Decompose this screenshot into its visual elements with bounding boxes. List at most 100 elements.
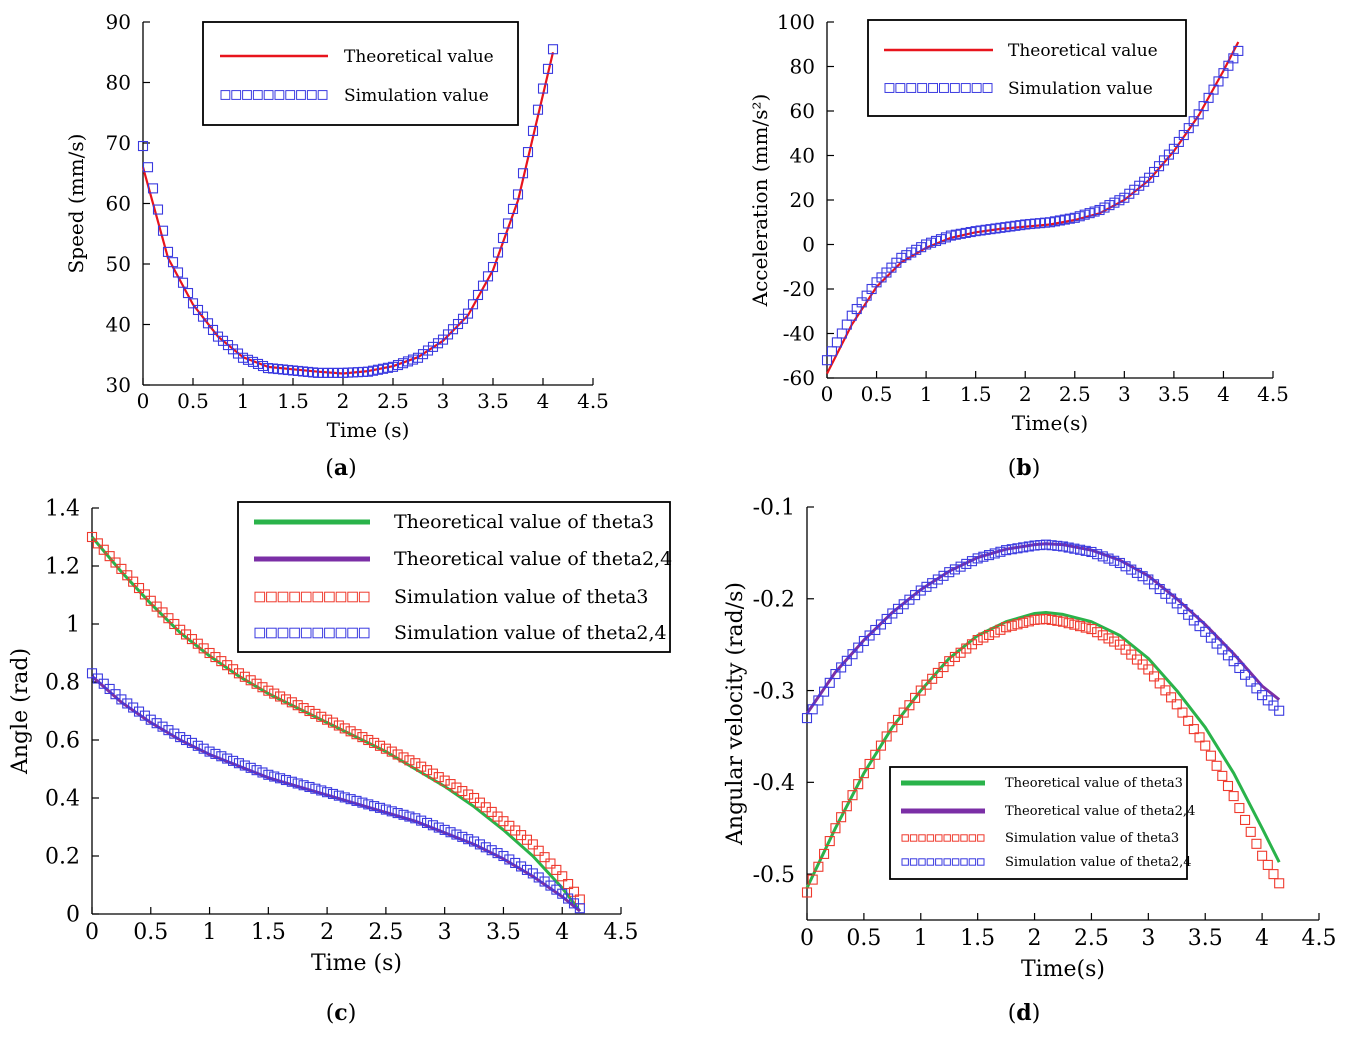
y-tick-label: 40	[106, 313, 131, 337]
data-marker	[542, 63, 554, 74]
data-marker	[1211, 760, 1222, 771]
series-markers-2	[86, 531, 585, 905]
data-marker	[457, 831, 468, 842]
data-marker	[451, 829, 462, 840]
data-marker	[1245, 826, 1256, 837]
data-marker	[983, 629, 995, 640]
data-marker	[404, 755, 415, 766]
x-tick-label: 3.5	[477, 389, 509, 413]
legend-swatch-marker	[312, 591, 324, 603]
data-marker	[1160, 685, 1171, 696]
data-marker	[157, 721, 168, 732]
data-marker	[847, 790, 858, 801]
data-marker	[1092, 549, 1103, 560]
data-marker	[1097, 551, 1108, 562]
data-marker	[172, 267, 184, 278]
data-marker	[904, 700, 915, 711]
y-tick-label: 80	[106, 71, 131, 95]
data-marker	[547, 44, 559, 55]
y-tick-label: -20	[783, 277, 815, 301]
data-marker	[892, 714, 904, 725]
data-marker	[1177, 707, 1188, 718]
data-marker	[972, 553, 983, 564]
data-marker	[433, 822, 444, 833]
x-tick-label: 3	[1141, 926, 1155, 951]
data-marker	[257, 682, 268, 693]
data-marker	[568, 886, 580, 897]
data-marker	[463, 834, 474, 845]
y-tick-label: -0.3	[753, 679, 795, 704]
data-marker	[1257, 690, 1268, 701]
y-tick-label: -0.5	[753, 863, 795, 888]
legend-swatch-marker	[266, 627, 277, 639]
data-marker	[921, 581, 932, 592]
data-marker	[1069, 543, 1080, 554]
x-tick-label: 2.5	[368, 920, 403, 945]
data-marker	[966, 556, 978, 567]
data-marker	[1040, 613, 1051, 625]
x-tick-label: 3.5	[1158, 382, 1190, 406]
data-marker	[1035, 614, 1046, 625]
legend-swatch-marker	[289, 627, 300, 639]
data-marker	[182, 287, 194, 299]
x-tick-label: 2	[320, 920, 334, 945]
data-marker	[502, 218, 514, 229]
data-marker	[116, 563, 127, 574]
series-line-0	[141, 52, 555, 375]
data-marker	[380, 804, 391, 815]
data-marker	[557, 871, 568, 882]
data-marker	[492, 247, 504, 258]
legend-swatch-marker	[901, 858, 909, 866]
data-marker	[830, 668, 841, 680]
x-tick-label: 1.5	[277, 389, 309, 413]
data-marker	[1234, 662, 1245, 674]
legend-swatch-marker	[951, 834, 960, 842]
data-marker	[280, 694, 292, 705]
data-marker	[522, 147, 534, 158]
data-marker	[1092, 627, 1103, 638]
data-marker	[398, 752, 409, 763]
data-marker	[1080, 545, 1091, 556]
data-marker	[304, 781, 315, 793]
data-marker	[898, 707, 909, 718]
data-marker	[163, 613, 174, 624]
data-marker	[421, 817, 433, 828]
x-tick-label: 0.5	[846, 926, 881, 951]
data-marker	[1029, 540, 1040, 551]
x-axis-label: Time(s)	[1021, 957, 1105, 982]
x-tick-label: 0	[85, 920, 99, 945]
data-marker	[927, 673, 938, 684]
data-marker	[841, 801, 852, 812]
y-axis-label: Acceleration (mm/s²)	[748, 94, 772, 308]
y-tick-label: -0.4	[753, 771, 795, 796]
series-line-1	[91, 675, 581, 913]
legend-swatch-marker	[951, 858, 960, 866]
data-marker	[122, 570, 133, 581]
data-marker	[167, 257, 179, 268]
data-marker	[819, 686, 830, 697]
data-marker	[864, 758, 875, 770]
data-marker	[151, 718, 162, 729]
data-marker	[316, 785, 327, 796]
data-marker	[989, 627, 1000, 638]
legend-swatch-marker	[943, 834, 951, 842]
legend-swatch-marker	[895, 83, 906, 93]
x-tick-label: 4	[1255, 926, 1269, 951]
legend-box	[889, 766, 1188, 880]
data-marker	[498, 850, 509, 862]
data-marker	[439, 824, 450, 835]
data-marker	[1194, 732, 1205, 743]
data-marker	[345, 794, 356, 805]
data-marker	[92, 538, 103, 549]
data-marker	[1018, 542, 1029, 553]
legend-swatch-marker	[347, 627, 358, 639]
data-marker	[333, 720, 344, 731]
data-marker	[280, 774, 292, 786]
data-marker	[1166, 692, 1177, 703]
data-marker	[521, 864, 533, 875]
data-marker	[910, 692, 921, 703]
x-tick-label: 1.5	[251, 920, 286, 945]
y-tick-label: 50	[106, 252, 131, 276]
data-marker	[239, 760, 250, 771]
